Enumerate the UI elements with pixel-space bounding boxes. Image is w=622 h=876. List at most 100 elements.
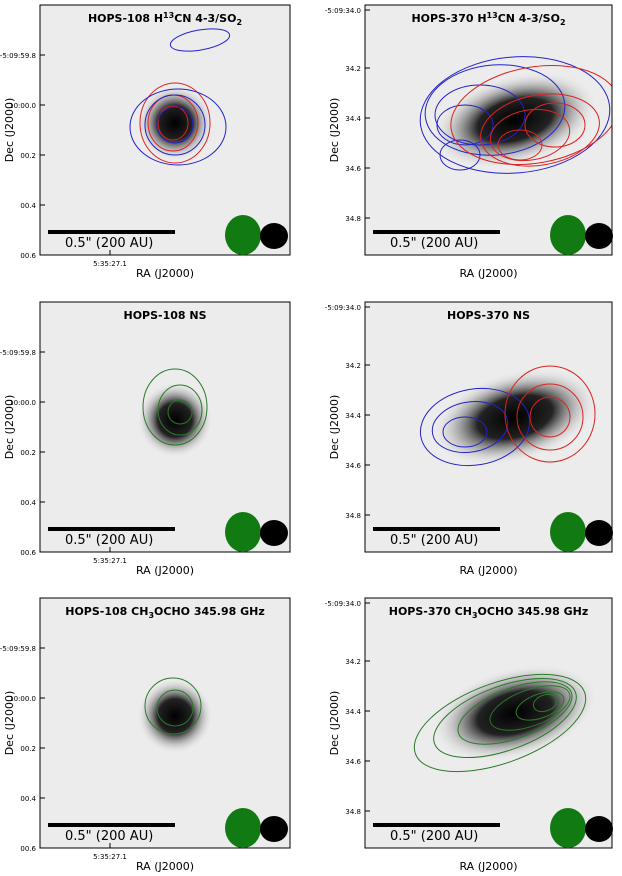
emission [432,368,598,466]
y-axis-label: Dec (J2000) [328,395,341,460]
y-tick-label: -5:09:34.0 [325,7,361,15]
image [365,5,612,255]
frame [39,301,291,553]
y-tick-label: 00.6 [20,845,36,853]
beam-green [550,808,586,848]
contour [419,56,611,174]
contour [529,396,571,438]
frame [364,4,613,256]
y-tick-label: 34.4 [345,115,361,123]
contour [489,685,571,731]
frame [364,597,613,849]
contour [489,108,571,162]
x-tick-label: 5:35:27.1 [93,260,127,268]
y-tick-label: -5:09:59.8 [0,349,36,357]
scale-bar-label: 0.5" (200 AU) [390,236,478,251]
y-axis-label: Dec (J2000) [328,691,341,756]
emission [137,678,213,754]
y-tick-label: -5:09:59.8 [0,645,36,653]
title-part: HOPS-370 H [411,12,486,25]
beam-green [225,512,261,552]
contour [516,383,584,451]
panel-title: HOPS-108 CH3OCHO 345.98 GHz [65,605,265,620]
title-part: HOPS-108 NS [123,309,206,322]
image [365,302,612,552]
scale-bar-label: 0.5" (200 AU) [390,533,478,548]
panel: HOPS-108 CH3OCHO 345.98 GHz -5:09:59.8 10:… [0,597,291,873]
contour [157,384,203,436]
contour [431,401,509,453]
panel: HOPS-108 H13CN 4-3/SO2 -5:09:59.8 10:00.0 0… [0,4,291,280]
scale-bar-label: 0.5" (200 AU) [65,236,153,251]
beam-green [550,215,586,255]
beam-black [260,223,288,249]
panel-title: HOPS-108 H13CN 4-3/SO2 [88,11,242,27]
y-tick-label: 34.8 [345,808,361,816]
y-axis-label: Dec (J2000) [3,395,16,460]
emission [137,382,213,458]
contour [457,681,573,745]
scale-bar-label: 0.5" (200 AU) [65,829,153,844]
contour [433,677,577,759]
y-tick-label: 00.2 [20,152,36,160]
contour [450,64,612,166]
y-tick-label: 00.2 [20,745,36,753]
emission [137,85,213,161]
panel-title: HOPS-370 H13CN 4-3/SO2 [411,11,565,27]
y-tick-label: -5:09:59.8 [0,52,36,60]
x-axis-label: RA (J2000) [136,267,194,280]
contour [524,102,586,148]
title-part: CN 4-3/SO [174,12,236,25]
frame [364,301,613,553]
x-axis-label: RA (J2000) [136,860,194,873]
beam-black [585,520,613,546]
contour [142,368,208,446]
y-tick-label: 00.4 [20,795,36,803]
beam-black [260,520,288,546]
panel: HOPS-108 NS -5:09:59.8 10:00.0 00.2 00.4 00.6… [0,301,291,577]
title-script: 13 [487,11,498,20]
y-axis-label: Dec (J2000) [3,691,16,756]
contour [157,105,189,141]
contour [515,691,565,721]
frame [39,597,291,849]
y-tick-label: 34.2 [345,65,361,73]
title-part: HOPS-370 NS [447,309,530,322]
contour [144,94,206,156]
panel: HOPS-370 NS -5:09:34.0 34.2 34.4 34.6 34.8 RA … [325,301,613,577]
contour [167,399,193,425]
y-tick-label: 34.8 [345,215,361,223]
contour [419,387,531,467]
y-axis-label: Dec (J2000) [3,98,16,163]
contour [156,689,194,727]
panel: HOPS-370 H13CN 4-3/SO2 -5:09:34.0 34.2 34.4… [325,4,613,280]
y-tick-label: 00.4 [20,202,36,210]
y-tick-label: 34.4 [345,412,361,420]
y-tick-label: 34.4 [345,708,361,716]
title-part: HOPS-370 CH [389,605,472,618]
x-axis-label: RA (J2000) [459,564,517,577]
contour [532,693,558,713]
y-tick-label: 00.2 [20,449,36,457]
title-script: 3 [148,611,154,620]
y-tick-label: 34.8 [345,512,361,520]
contour [436,104,494,146]
beam-green [225,215,261,255]
panel-title: HOPS-108 NS [123,309,206,322]
x-tick-label: 5:35:27.1 [93,557,127,565]
contour [129,88,227,166]
beam-black [260,816,288,842]
y-tick-label: -5:09:34.0 [325,304,361,312]
x-axis-label: RA (J2000) [136,564,194,577]
y-tick-label: 34.2 [345,362,361,370]
y-tick-label: 00.6 [20,252,36,260]
y-tick-label: 10:00.0 [9,102,36,110]
x-axis-label: RA (J2000) [459,860,517,873]
contour [156,106,194,144]
contour [442,416,488,448]
title-part: CN 4-3/SO [498,12,560,25]
title-part: HOPS-108 H [88,12,163,25]
title-script: 13 [163,11,174,20]
contour [413,673,587,773]
beam-green [225,808,261,848]
